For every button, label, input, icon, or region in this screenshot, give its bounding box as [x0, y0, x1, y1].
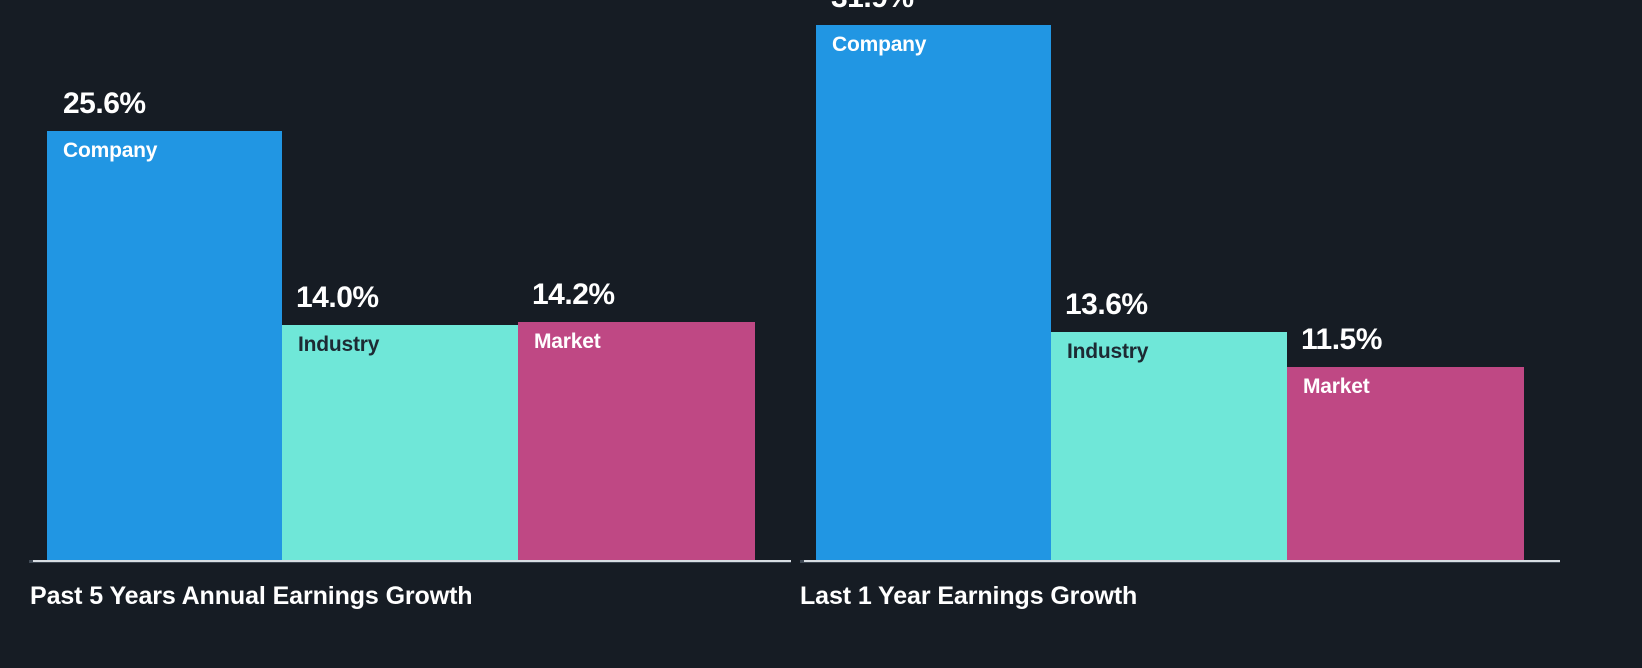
bar-industry[interactable]: Industry: [282, 325, 518, 560]
bar-label-company: Company: [63, 139, 158, 162]
bar-fill-market: [518, 322, 755, 560]
bar-industry[interactable]: Industry: [1051, 332, 1287, 560]
bar-market[interactable]: Market: [1287, 367, 1524, 560]
panel-title-last-1-year: Last 1 Year Earnings Growth: [800, 582, 1138, 610]
bar-value-market: 11.5%: [1301, 323, 1382, 356]
bar-fill-industry: [1051, 332, 1287, 560]
bar-value-industry: 13.6%: [1065, 288, 1148, 321]
panel-title-past-5-years: Past 5 Years Annual Earnings Growth: [30, 582, 473, 610]
bar-label-market: Market: [534, 330, 601, 353]
chart-panel-last-1-year: Company 31.9% Industry 13.6% Market 11.5…: [800, 0, 1642, 668]
bar-fill-company: [47, 131, 282, 560]
bar-company[interactable]: Company: [816, 25, 1051, 560]
bar-fill-company: [816, 25, 1051, 560]
bar-label-company: Company: [832, 33, 927, 56]
bar-value-industry: 14.0%: [296, 281, 379, 314]
bar-label-industry: Industry: [1067, 340, 1149, 363]
bar-label-market: Market: [1303, 375, 1370, 398]
bar-fill-market: [1287, 367, 1524, 560]
bar-fill-industry: [282, 325, 518, 560]
bar-market[interactable]: Market: [518, 322, 755, 560]
bar-label-industry: Industry: [298, 333, 380, 356]
bar-value-market: 14.2%: [532, 278, 615, 311]
bar-company[interactable]: Company: [47, 131, 282, 560]
bar-value-company: 25.6%: [63, 87, 146, 120]
plot-area-left: Company 25.6% Industry 14.0% Market 14.2…: [0, 0, 800, 560]
chart-panel-past-5-years: Company 25.6% Industry 14.0% Market 14.2…: [0, 0, 800, 668]
plot-area-right: Company 31.9% Industry 13.6% Market 11.5…: [800, 0, 1642, 560]
bar-value-company: 31.9%: [831, 0, 914, 13]
axis-baseline-right: [804, 560, 1560, 562]
axis-baseline-left: [33, 560, 791, 562]
